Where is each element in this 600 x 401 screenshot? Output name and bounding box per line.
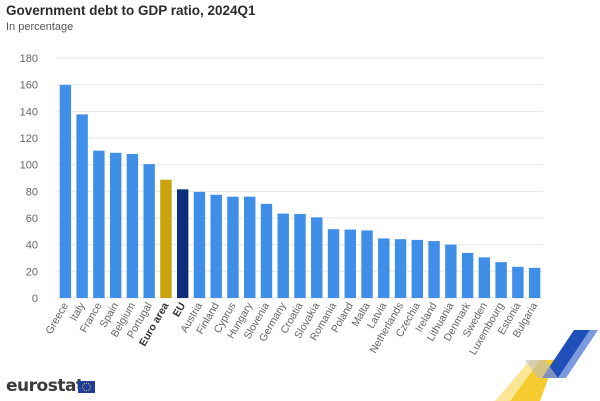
eu-flag-icon [78, 381, 95, 393]
bar-sweden [478, 257, 491, 298]
decorative-corner-graphic [495, 330, 598, 401]
bar-portugal [143, 164, 155, 298]
chart-subtitle: In percentage [6, 21, 74, 33]
bar-slovakia [311, 217, 323, 298]
bar-greece [59, 84, 72, 298]
bar-poland [344, 229, 356, 298]
bar-euro-area [160, 179, 172, 298]
y-tick-label: 100 [20, 160, 38, 172]
bar-croatia [294, 214, 306, 298]
bar-czechia [411, 239, 424, 298]
y-tick-label: 160 [20, 80, 38, 92]
bar-ireland [428, 241, 440, 298]
y-tick-label: 60 [26, 213, 38, 225]
bar-italy [76, 114, 88, 299]
y-tick-label: 40 [26, 240, 38, 252]
bar-cyprus [227, 196, 239, 298]
bar-austria [193, 191, 206, 298]
y-tick-label: 0 [32, 293, 38, 305]
y-tick-label: 180 [20, 53, 38, 65]
bar-luxembourg [495, 262, 507, 298]
bar-eu [176, 189, 189, 298]
bar-spain [109, 152, 122, 298]
bar-belgium [126, 154, 139, 298]
bar-bulgaria [528, 267, 541, 298]
bar-netherlands [394, 239, 407, 298]
y-tick-label: 80 [26, 186, 38, 198]
bar-finland [210, 194, 222, 298]
bar-romania [327, 229, 340, 298]
bar-france [93, 150, 105, 298]
bar-estonia [512, 266, 524, 298]
bar-malta [361, 230, 373, 298]
chart-title: Government debt to GDP ratio, 2024Q1 [6, 3, 256, 18]
eurostat-logo: eurostat [6, 376, 84, 396]
bar-lithuania [445, 244, 457, 298]
bar-slovenia [260, 203, 273, 298]
bar-germany [277, 213, 289, 298]
y-tick-label: 20 [26, 266, 38, 278]
y-tick-label: 120 [20, 133, 38, 145]
bar-hungary [244, 196, 256, 298]
bar-denmark [461, 252, 474, 298]
y-tick-label: 140 [20, 106, 38, 118]
bar-latvia [378, 238, 390, 298]
x-tick-label: Greece [43, 300, 71, 336]
